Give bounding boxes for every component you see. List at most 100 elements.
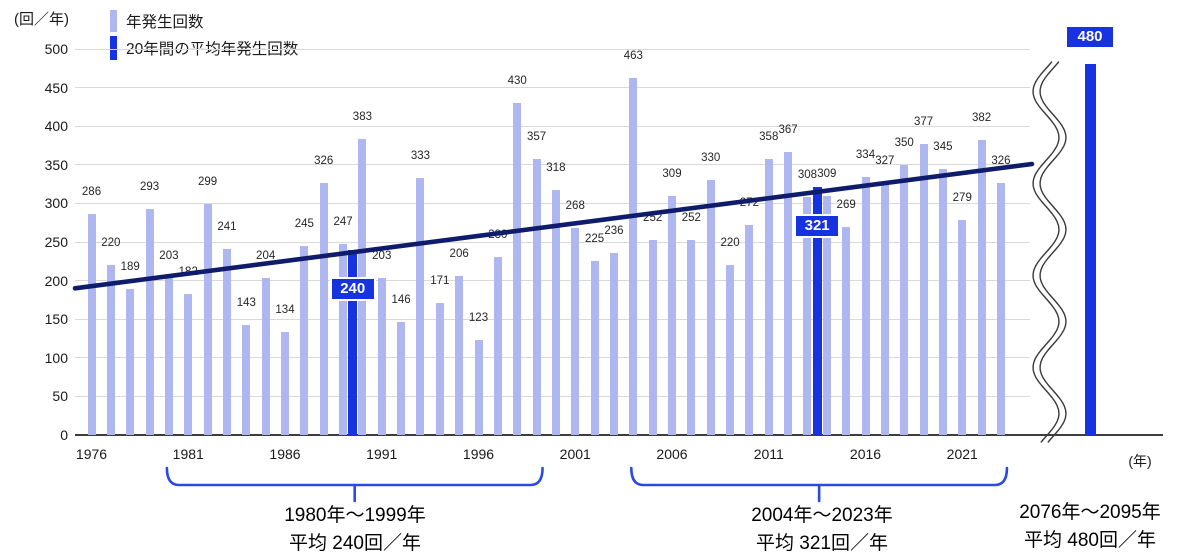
bar-2019 <box>919 143 928 435</box>
bar-value-label-1987: 245 <box>294 217 314 230</box>
bar-2006 <box>668 196 676 435</box>
bar-value-label-2015: 269 <box>836 199 856 212</box>
annotation-period-1980-1999: 1980年～1999年 平均 240回／年 <box>185 502 525 558</box>
bar-value-label-1993: 333 <box>410 149 431 162</box>
bar-2015 <box>842 227 851 435</box>
bar-value-label-1983: 241 <box>217 220 237 233</box>
bar-1976 <box>87 214 96 435</box>
x-tick-label-2006: 2006 <box>656 446 688 462</box>
x-tick-label-2011: 2011 <box>753 446 784 462</box>
bar-1997 <box>493 257 502 435</box>
annotation-average-label: 平均 240回／年 <box>289 533 421 554</box>
bar-value-label-2014: 309 <box>817 168 837 181</box>
y-tick-label-150: 150 <box>44 311 68 328</box>
x-tick-label-1976: 1976 <box>75 446 108 462</box>
bar-2017 <box>880 182 889 435</box>
bar-2016 <box>861 177 870 435</box>
bar-1995 <box>455 275 464 435</box>
y-tick-label-0: 0 <box>60 427 68 443</box>
bar-2013 <box>803 197 812 435</box>
y-tick-label-250: 250 <box>44 234 68 250</box>
bar-1979 <box>145 208 154 435</box>
bar-value-label-2000: 318 <box>546 161 566 174</box>
bar-1984 <box>242 324 251 435</box>
bar-1981 <box>184 294 193 435</box>
bar-value-label-1978: 189 <box>120 261 140 274</box>
legend-swatch-annual-icon <box>110 9 117 32</box>
bar-value-label-2018: 350 <box>894 136 914 149</box>
bar-value-label-1997: 230 <box>488 229 508 242</box>
bar-1980 <box>164 278 173 435</box>
annotation-period-2076-2095: 2076年～2095年 平均 480回／年 <box>980 499 1200 555</box>
bar-2005 <box>648 240 657 435</box>
bar-1977 <box>106 265 115 435</box>
bar-2010 <box>745 225 754 435</box>
bar-value-label-2011: 358 <box>759 130 779 143</box>
bar-2001 <box>571 228 580 435</box>
bar-value-label-1996: 123 <box>468 312 489 325</box>
average-bar-2 <box>812 187 822 435</box>
bar-1987 <box>300 245 309 435</box>
y-axis-unit-label: (回／年) <box>14 11 69 28</box>
annotation-range-label: 2076年～2095年 <box>1019 502 1161 523</box>
y-tick-label-500: 500 <box>44 41 68 57</box>
x-tick-label-1991: 1991 <box>366 446 398 462</box>
bar-value-label-1986: 134 <box>275 303 295 316</box>
bar-value-label-1984: 143 <box>236 296 256 309</box>
bar-value-label-2010: 272 <box>739 197 759 210</box>
bar-value-label-2012: 367 <box>778 123 798 136</box>
bar-value-label-1994: 171 <box>430 274 450 287</box>
bar-2008 <box>706 180 715 435</box>
bar-2012 <box>784 151 793 435</box>
x-tick-label-2001: 2001 <box>559 446 591 462</box>
bar-1978 <box>126 289 135 435</box>
bar-1983 <box>222 248 231 435</box>
bar-2004 <box>629 77 638 435</box>
annotation-range-label: 1980年～1999年 <box>284 505 426 526</box>
bar-1998 <box>513 103 522 435</box>
bar-value-label-1980: 203 <box>159 250 179 263</box>
y-tick-label-450: 450 <box>44 79 68 96</box>
bar-2000 <box>551 189 560 435</box>
bar-1989 <box>339 244 348 435</box>
bar-value-label-1988: 326 <box>314 155 334 168</box>
x-tick-label-1996: 1996 <box>462 446 495 462</box>
projection-value-box: 480 <box>1067 27 1113 48</box>
bar-1992 <box>397 322 406 435</box>
average-bar-1 <box>348 249 358 435</box>
bar-value-label-1992: 146 <box>391 294 411 307</box>
bar-value-label-1990: 383 <box>352 111 372 124</box>
projection-bar <box>1084 64 1096 435</box>
bar-value-label-2007: 252 <box>681 212 701 225</box>
bar-value-label-2020: 345 <box>933 140 953 153</box>
bar-value-label-1976: 286 <box>81 186 102 199</box>
x-tick-label-1986: 1986 <box>269 446 301 462</box>
bar-value-label-1979: 293 <box>139 180 160 193</box>
bar-2009 <box>726 265 735 435</box>
bar-value-label-1998: 430 <box>507 75 527 88</box>
annotation-average-label: 平均 480回／年 <box>1024 530 1156 551</box>
bar-2021 <box>958 219 967 435</box>
bar-value-label-2008: 330 <box>701 152 721 165</box>
bar-value-label-2001: 268 <box>565 200 585 213</box>
bar-value-label-2021: 279 <box>952 191 972 204</box>
bar-value-label-1985: 204 <box>256 249 276 262</box>
bar-1986 <box>281 331 289 435</box>
average-value-box-1: 240 <box>331 278 374 299</box>
bar-value-label-1982: 299 <box>198 176 218 189</box>
bar-value-label-1981: 182 <box>178 266 198 279</box>
gridline-400 <box>75 125 1030 127</box>
bar-value-label-2009: 220 <box>720 237 740 250</box>
y-tick-label-50: 50 <box>52 388 68 405</box>
bar-value-label-2003: 236 <box>604 224 624 237</box>
bar-1996 <box>474 340 483 435</box>
bar-value-label-2016: 334 <box>855 149 876 162</box>
bar-2018 <box>900 164 909 435</box>
bar-value-label-2019: 377 <box>913 115 934 128</box>
bar-value-label-2022: 382 <box>972 112 992 125</box>
bar-value-label-2023: 326 <box>991 155 1011 168</box>
bar-value-label-1989: 247 <box>333 216 353 229</box>
y-tick-label-400: 400 <box>44 118 68 135</box>
y-tick-label-350: 350 <box>44 156 68 173</box>
